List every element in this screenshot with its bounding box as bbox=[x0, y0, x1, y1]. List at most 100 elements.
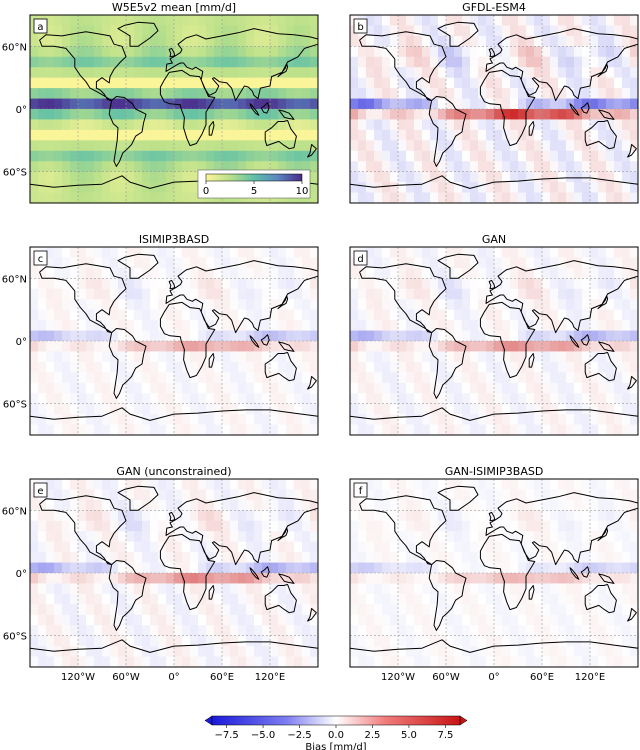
field-cell bbox=[158, 414, 167, 425]
field-cell bbox=[462, 635, 471, 647]
field-cell bbox=[438, 278, 447, 290]
field-cell bbox=[406, 278, 415, 290]
field-cell bbox=[102, 372, 111, 384]
field-cell bbox=[62, 171, 71, 183]
field-cell bbox=[630, 573, 639, 584]
field-cell bbox=[134, 393, 143, 405]
field-cell bbox=[630, 372, 639, 384]
field-cell bbox=[254, 88, 263, 99]
field-cell bbox=[430, 393, 439, 405]
field-cell bbox=[550, 192, 559, 204]
field-cell bbox=[310, 67, 319, 79]
field-cell bbox=[350, 351, 359, 363]
field-cell bbox=[478, 288, 487, 300]
field-cell bbox=[214, 98, 223, 110]
field-cell bbox=[558, 46, 567, 58]
field-cell bbox=[558, 562, 567, 574]
lat-tick-label: 60°N bbox=[2, 506, 27, 517]
field-cell bbox=[486, 382, 495, 394]
field-cell bbox=[406, 56, 415, 68]
field-cell bbox=[446, 403, 455, 415]
field-cell bbox=[510, 604, 519, 616]
field-cell bbox=[550, 247, 559, 258]
field-cell bbox=[454, 330, 463, 342]
field-cell bbox=[534, 593, 543, 605]
field-cell bbox=[566, 309, 575, 321]
field-cell bbox=[118, 541, 127, 553]
field-cell bbox=[222, 267, 231, 279]
field-cell bbox=[294, 604, 303, 616]
field-cell bbox=[30, 88, 39, 99]
field-cell bbox=[390, 192, 399, 204]
field-cell bbox=[606, 129, 615, 141]
field-cell bbox=[542, 510, 551, 522]
field-cell bbox=[358, 625, 367, 637]
field-cell bbox=[582, 46, 591, 58]
field-cell bbox=[86, 119, 95, 131]
field-cell bbox=[86, 635, 95, 647]
field-cell bbox=[542, 479, 551, 490]
field-cell bbox=[366, 361, 375, 373]
field-cell bbox=[94, 614, 103, 626]
field-cell bbox=[582, 299, 591, 311]
field-cell bbox=[166, 140, 175, 152]
field-cell bbox=[510, 278, 519, 290]
field-cell bbox=[142, 278, 151, 290]
field-cell bbox=[38, 393, 47, 405]
field-cell bbox=[598, 35, 607, 47]
field-cell bbox=[142, 247, 151, 258]
field-cell bbox=[526, 247, 535, 258]
panel-letter: a bbox=[37, 22, 43, 33]
field-cell bbox=[238, 109, 247, 120]
field-cell bbox=[238, 489, 247, 501]
field-cell bbox=[78, 583, 87, 595]
field-cell bbox=[134, 288, 143, 300]
field-cell bbox=[446, 646, 455, 657]
field-cell bbox=[150, 520, 159, 532]
field-cell bbox=[126, 278, 135, 290]
field-cell bbox=[206, 267, 215, 279]
field-cell bbox=[310, 98, 319, 110]
field-cell bbox=[526, 299, 535, 311]
panel-letter-box bbox=[353, 18, 368, 34]
field-cell bbox=[118, 247, 127, 258]
field-cell bbox=[270, 361, 279, 373]
field-cell bbox=[566, 614, 575, 626]
field-cell bbox=[182, 257, 191, 269]
field-cell bbox=[142, 192, 151, 204]
field-cell bbox=[558, 288, 567, 300]
field-cell bbox=[414, 541, 423, 553]
field-cell bbox=[310, 109, 319, 120]
field-cell bbox=[246, 129, 255, 141]
field-cell bbox=[126, 424, 135, 436]
field-cell bbox=[510, 614, 519, 626]
field-cell bbox=[62, 56, 71, 68]
field-cell bbox=[230, 109, 239, 120]
field-cell bbox=[190, 541, 199, 553]
field-cell bbox=[286, 129, 295, 141]
field-cell bbox=[102, 278, 111, 290]
field-cell bbox=[454, 320, 463, 331]
field-cell bbox=[94, 424, 103, 436]
field-cell bbox=[558, 510, 567, 522]
field-cell bbox=[190, 510, 199, 522]
field-cell bbox=[54, 382, 63, 394]
field-cell bbox=[86, 479, 95, 490]
field-cell bbox=[398, 604, 407, 616]
field-cell bbox=[102, 393, 111, 405]
field-cell bbox=[502, 510, 511, 522]
field-cell bbox=[238, 424, 247, 436]
field-cell bbox=[254, 320, 263, 331]
field-cell bbox=[270, 403, 279, 415]
field-cell bbox=[134, 593, 143, 605]
field-cell bbox=[374, 330, 383, 342]
field-cell bbox=[70, 614, 79, 626]
field-cell bbox=[110, 171, 119, 183]
field-cell bbox=[54, 393, 63, 405]
field-cell bbox=[46, 98, 55, 110]
field-cell bbox=[166, 414, 175, 425]
field-cell bbox=[534, 479, 543, 490]
field-cell bbox=[550, 182, 559, 193]
field-cell bbox=[566, 414, 575, 425]
field-cell bbox=[590, 562, 599, 574]
